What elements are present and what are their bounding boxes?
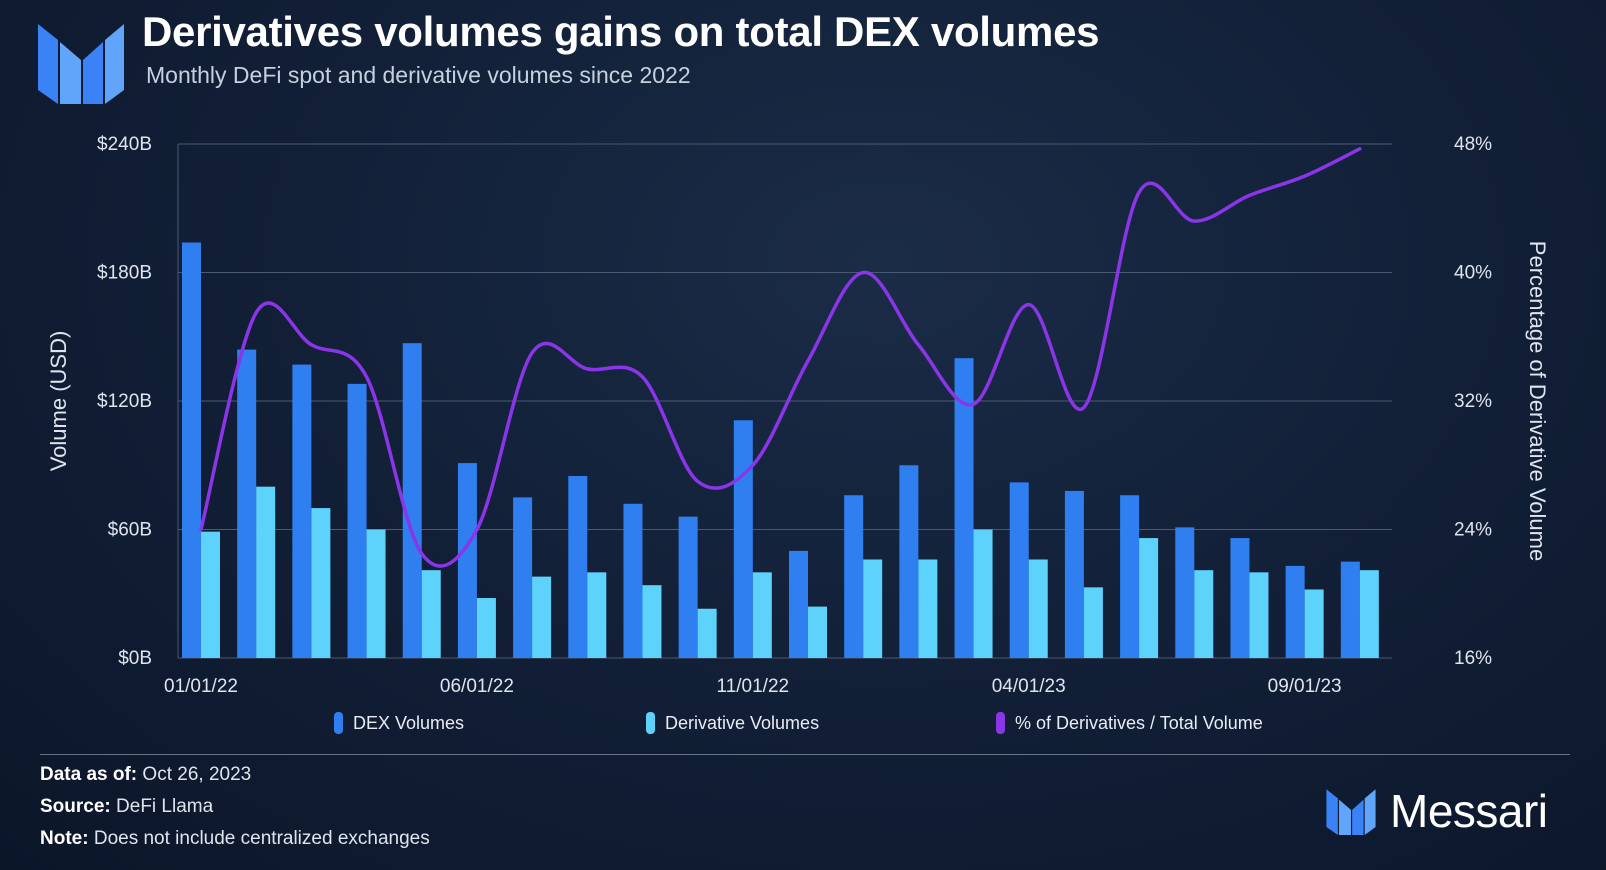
data-as-of-value: Oct 26, 2023 [142,764,252,785]
bar-series [182,242,1379,658]
y-tick-label: $0B [118,648,152,669]
legend-swatch-pct [996,712,1005,734]
legend-swatch-derivative [646,712,655,734]
derivative-bar [421,570,441,658]
derivative-bar [587,572,607,658]
x-tick-label: 09/01/23 [1268,676,1342,697]
dex-bar [182,242,201,658]
derivative-bar [918,559,938,658]
y2-tick-label: 24% [1454,520,1492,541]
chart-subtitle: Monthly DeFi spot and derivative volumes… [146,62,691,88]
axes: $0B 16% $60B 24% $120B 32% $180B 40% $240B 48% Vol… [46,134,1550,697]
dex-bar [1230,538,1250,658]
legend-label-dex: DEX Volumes [353,712,465,733]
dex-bar [1120,495,1140,658]
dex-bar [733,420,753,658]
y-tick-label: $240B [97,134,152,155]
derivative-bar [808,606,827,658]
combo-chart: $0B 16% $60B 24% $120B 32% $180B 40% $240B 48% Vol… [46,134,1550,697]
y-tick-label: $120B [97,391,152,412]
dex-bar [402,343,422,658]
derivative-bar [752,572,772,658]
dex-bar [347,383,367,658]
footer-source: Source: DeFi Llama [40,796,213,818]
derivative-bar [1028,559,1048,658]
dex-bar [1175,527,1195,658]
dex-bar [844,495,864,658]
derivative-bar [1249,572,1269,658]
note-label: Note: [40,828,89,849]
legend-item-derivative: Derivative Volumes [646,712,819,734]
derivative-bar [256,486,276,658]
y2-tick-label: 16% [1454,648,1492,669]
derivative-bar [973,529,993,658]
y-tick-label: $180B [97,263,152,284]
footer-divider [40,754,1570,755]
derivative-bar [697,608,717,658]
derivative-bar [1359,570,1379,658]
source-value: DeFi Llama [116,796,214,817]
legend-swatch-dex [334,712,343,734]
messari-brand: Messari [1326,784,1548,838]
dex-bar [954,358,974,658]
dex-bar [1064,490,1084,658]
derivative-bar [311,508,331,658]
messari-logo-icon [38,24,124,104]
dex-bar [1009,482,1029,658]
dex-bar [1340,561,1360,658]
derivative-bar [366,529,386,658]
x-tick-label: 01/01/22 [164,676,238,697]
y2-axis-title: Percentage of Derivative Volume [1525,241,1550,561]
dex-bar [678,516,698,658]
dex-bar [1285,565,1305,658]
derivative-bar [1083,587,1103,658]
legend-label-derivative: Derivative Volumes [665,712,820,733]
footer-note: Note: Does not include centralized excha… [40,828,430,850]
derivative-bar [1194,570,1214,658]
dex-bar [789,550,808,658]
derivative-bar [201,531,220,658]
dex-bar [237,349,257,658]
x-tick-label: 11/01/22 [717,676,790,697]
messari-brand-icon [1326,789,1376,835]
source-label: Source: [40,796,111,817]
dex-bar [623,503,643,658]
x-tick-label: 06/01/22 [440,676,514,697]
dex-bar [899,465,919,658]
legend-label-pct: % of Derivatives / Total Volume [1015,712,1263,733]
dex-bar [457,463,477,658]
legend-item-pct: % of Derivatives / Total Volume [996,712,1263,734]
y2-tick-label: 48% [1454,134,1492,155]
chart-title: Derivatives volumes gains on total DEX v… [142,8,1100,55]
derivative-bar [1139,538,1159,658]
x-tick-label: 04/01/23 [992,676,1066,697]
note-value: Does not include centralized exchanges [93,828,430,849]
footer-data-as-of: Data as of: Oct 26, 2023 [40,764,251,786]
legend-item-dex: DEX Volumes [334,712,464,734]
brand-name: Messari [1390,785,1548,837]
dex-bar [568,475,588,658]
percentage-line [199,147,1362,568]
derivative-bar [1304,589,1324,658]
data-as-of-label: Data as of: [40,764,138,785]
derivative-bar [476,598,496,658]
y2-tick-label: 32% [1454,391,1492,412]
derivative-bar [532,576,552,658]
dex-bar [513,497,533,658]
dex-bar [292,364,312,658]
derivative-bar [863,559,883,658]
derivative-bar [642,585,662,658]
y-axis-title: Volume (USD) [46,331,71,472]
y2-tick-label: 40% [1454,263,1492,284]
y-tick-label: $60B [108,520,152,541]
percentage-line-series [199,147,1362,568]
